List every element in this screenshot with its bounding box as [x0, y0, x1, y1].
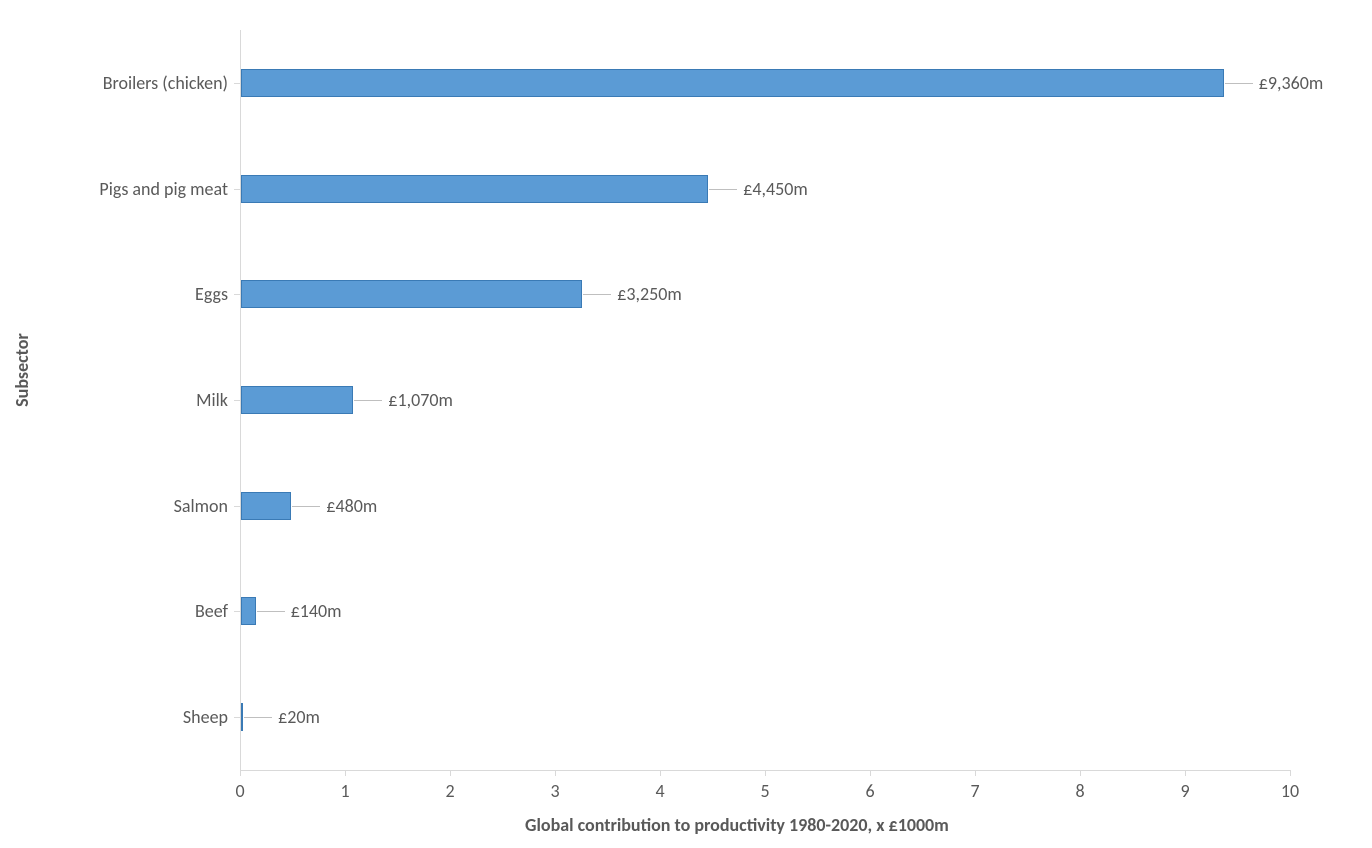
- y-tick-mark: [234, 189, 240, 190]
- category-label: Eggs: [28, 283, 228, 305]
- bar: [241, 69, 1224, 97]
- category-label: Beef: [28, 600, 228, 622]
- data-label: £20m: [278, 706, 320, 728]
- bar: [241, 386, 353, 414]
- y-tick-mark: [234, 506, 240, 507]
- x-tick-label: 2: [430, 780, 470, 802]
- data-label-leader: [1225, 83, 1253, 84]
- x-tick-label: 5: [745, 780, 785, 802]
- x-tick-mark: [765, 770, 766, 776]
- x-tick-label: 7: [955, 780, 995, 802]
- data-label: £480m: [326, 495, 377, 517]
- x-tick-label: 0: [220, 780, 260, 802]
- plot-area: 012345678910Broilers (chicken)£9,360mPig…: [240, 30, 1290, 770]
- data-label: £140m: [291, 600, 342, 622]
- data-label: £3,250m: [617, 283, 682, 305]
- data-label: £9,360m: [1259, 72, 1324, 94]
- x-tick-mark: [660, 770, 661, 776]
- x-tick-label: 3: [535, 780, 575, 802]
- x-tick-label: 8: [1060, 780, 1100, 802]
- data-label-leader: [583, 294, 611, 295]
- x-tick-mark: [870, 770, 871, 776]
- category-label: Sheep: [28, 706, 228, 728]
- x-tick-mark: [345, 770, 346, 776]
- bar: [241, 175, 708, 203]
- x-axis-title: Global contribution to productivity 1980…: [525, 814, 949, 836]
- x-tick-label: 6: [850, 780, 890, 802]
- data-label-leader: [292, 506, 320, 507]
- x-tick-mark: [1080, 770, 1081, 776]
- y-tick-mark: [234, 717, 240, 718]
- x-tick-mark: [450, 770, 451, 776]
- bar: [241, 597, 256, 625]
- bar: [241, 280, 582, 308]
- data-label-leader: [257, 611, 285, 612]
- x-tick-mark: [1290, 770, 1291, 776]
- data-label-leader: [709, 189, 737, 190]
- y-tick-mark: [234, 83, 240, 84]
- category-label: Broilers (chicken): [28, 72, 228, 94]
- data-label-leader: [244, 717, 272, 718]
- category-label: Milk: [28, 389, 228, 411]
- x-tick-label: 9: [1165, 780, 1205, 802]
- x-tick-mark: [1185, 770, 1186, 776]
- bar: [241, 492, 291, 520]
- x-tick-mark: [240, 770, 241, 776]
- bar: [241, 703, 243, 731]
- x-tick-mark: [555, 770, 556, 776]
- x-tick-label: 10: [1270, 780, 1310, 802]
- y-tick-mark: [234, 294, 240, 295]
- y-tick-mark: [234, 611, 240, 612]
- y-tick-mark: [234, 400, 240, 401]
- chart-container: Subsector Global contribution to product…: [0, 0, 1372, 848]
- data-label: £1,070m: [388, 389, 453, 411]
- data-label-leader: [354, 400, 382, 401]
- data-label: £4,450m: [743, 178, 808, 200]
- x-tick-mark: [975, 770, 976, 776]
- category-label: Salmon: [28, 495, 228, 517]
- x-tick-label: 1: [325, 780, 365, 802]
- category-label: Pigs and pig meat: [28, 178, 228, 200]
- x-tick-label: 4: [640, 780, 680, 802]
